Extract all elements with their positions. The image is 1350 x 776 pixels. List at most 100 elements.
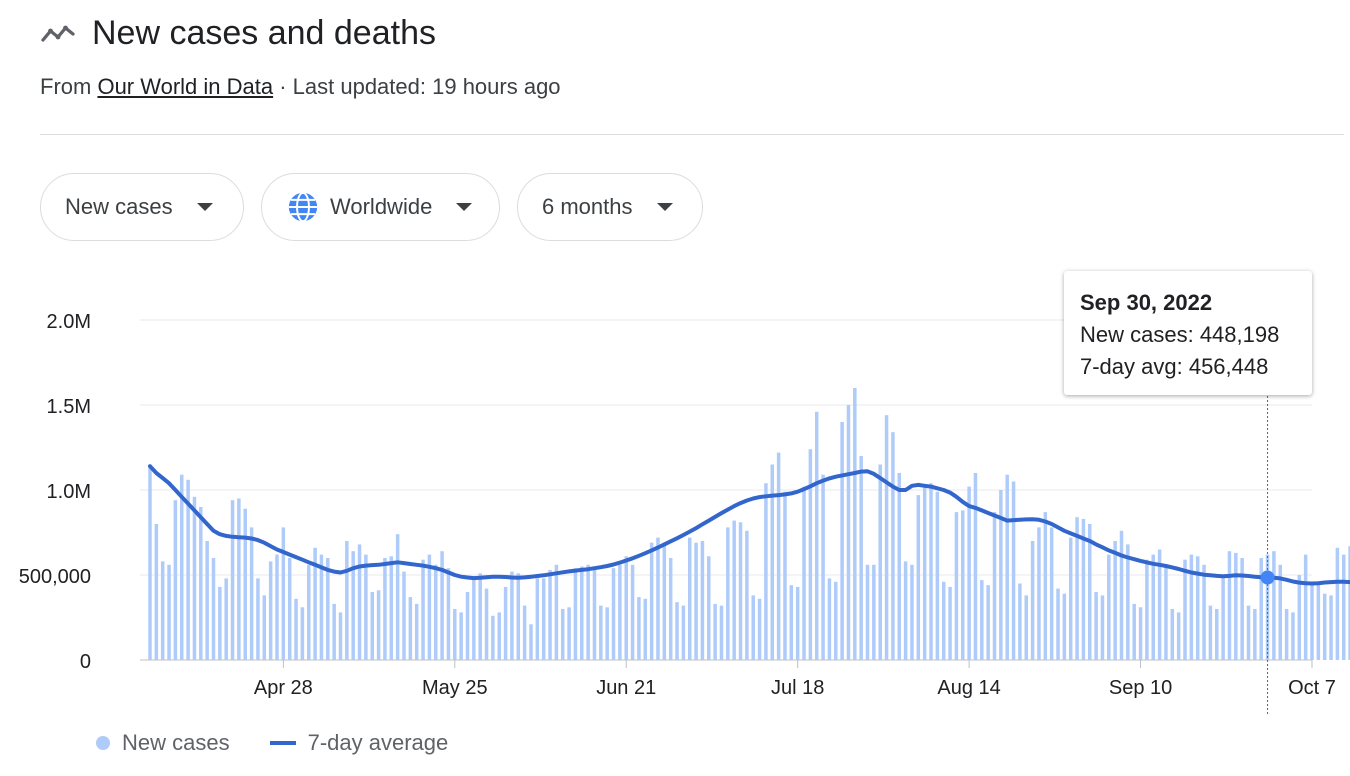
bar[interactable] (1240, 558, 1244, 660)
bar[interactable] (865, 564, 870, 660)
bar[interactable] (1037, 527, 1041, 660)
bar[interactable] (1043, 512, 1048, 660)
bar[interactable] (287, 558, 292, 660)
bar[interactable] (503, 586, 508, 660)
bar[interactable] (624, 556, 628, 660)
bar[interactable] (1259, 558, 1263, 660)
bar[interactable] (580, 566, 584, 661)
bar[interactable] (338, 612, 343, 660)
bar[interactable] (427, 554, 432, 660)
bar[interactable] (1138, 607, 1143, 660)
bar[interactable] (611, 568, 616, 660)
bar[interactable] (548, 569, 552, 660)
bar[interactable] (694, 542, 698, 660)
bar[interactable] (567, 607, 571, 660)
bar[interactable] (516, 573, 521, 660)
bar[interactable] (967, 486, 971, 660)
bar[interactable] (1049, 527, 1054, 660)
bar[interactable] (332, 603, 336, 660)
bar[interactable] (256, 578, 260, 660)
bar[interactable] (1322, 593, 1327, 660)
bar[interactable] (1011, 481, 1016, 661)
bar[interactable] (1132, 603, 1136, 660)
bar[interactable] (1310, 583, 1314, 661)
bar[interactable] (872, 564, 876, 660)
bar[interactable] (840, 422, 844, 660)
bar[interactable] (1145, 559, 1149, 660)
bar[interactable] (751, 595, 755, 660)
bar[interactable] (897, 473, 902, 660)
bar[interactable] (440, 551, 444, 660)
bar[interactable] (237, 498, 241, 661)
bar[interactable] (433, 564, 438, 660)
bar[interactable] (326, 558, 330, 660)
bar[interactable] (1303, 554, 1308, 660)
bar[interactable] (814, 411, 819, 660)
bar[interactable] (1075, 517, 1079, 660)
bar[interactable] (491, 615, 495, 660)
cases-chart[interactable]: 0 500,000 1.0M 1.5M 2.0M Apr 28 May 25 Jun 21 Ju… (0, 250, 1350, 720)
bar[interactable] (262, 595, 267, 660)
bar[interactable] (827, 578, 832, 660)
bar[interactable] (630, 564, 635, 660)
bar[interactable] (637, 597, 641, 660)
bar[interactable] (1030, 541, 1035, 660)
bar[interactable] (167, 564, 171, 660)
bar[interactable] (986, 585, 990, 660)
bar[interactable] (764, 483, 768, 660)
bar[interactable] (1342, 554, 1346, 660)
bar[interactable] (668, 558, 673, 660)
bar[interactable] (707, 556, 711, 660)
bar[interactable] (345, 541, 349, 660)
bar[interactable] (1081, 518, 1086, 660)
bar[interactable] (903, 561, 908, 660)
bar[interactable] (1107, 554, 1111, 660)
bar[interactable] (795, 586, 800, 660)
bar[interactable] (1265, 554, 1270, 660)
bar[interactable] (472, 580, 476, 660)
bar[interactable] (681, 605, 686, 660)
bar[interactable] (465, 592, 470, 660)
bar[interactable] (306, 564, 311, 660)
bar[interactable] (402, 571, 406, 660)
bar[interactable] (199, 507, 203, 660)
bar[interactable] (675, 602, 679, 660)
bar[interactable] (916, 495, 921, 660)
bar[interactable] (700, 541, 705, 660)
bar[interactable] (160, 561, 165, 660)
bar[interactable] (954, 512, 959, 660)
bar[interactable] (605, 607, 609, 660)
bar[interactable] (497, 612, 501, 660)
bar[interactable] (510, 571, 514, 660)
bar[interactable] (319, 554, 324, 660)
bar[interactable] (821, 474, 825, 660)
bar[interactable] (1227, 551, 1232, 660)
bar[interactable] (802, 486, 806, 660)
bar[interactable] (313, 547, 317, 660)
bar[interactable] (687, 537, 692, 660)
bar[interactable] (1297, 575, 1302, 660)
bar[interactable] (211, 558, 216, 660)
bar[interactable] (1062, 593, 1067, 660)
bar[interactable] (395, 534, 400, 660)
bar[interactable] (154, 524, 159, 660)
bar[interactable] (999, 490, 1003, 660)
bar[interactable] (1316, 583, 1321, 660)
bar[interactable] (383, 558, 387, 660)
bar[interactable] (783, 491, 787, 660)
bar[interactable] (478, 573, 482, 660)
bar[interactable] (884, 415, 889, 660)
bar[interactable] (992, 512, 997, 660)
bar[interactable] (1221, 575, 1225, 660)
bar[interactable] (1278, 564, 1282, 660)
bar[interactable] (275, 554, 279, 660)
bar[interactable] (910, 564, 914, 660)
bar[interactable] (1215, 609, 1219, 660)
bar[interactable] (1018, 583, 1022, 661)
bar[interactable] (1151, 554, 1156, 660)
metric-dropdown[interactable]: New cases (40, 173, 244, 241)
bar[interactable] (935, 491, 940, 660)
bar[interactable] (414, 603, 419, 660)
bar[interactable] (776, 452, 781, 660)
bar[interactable] (148, 464, 152, 661)
